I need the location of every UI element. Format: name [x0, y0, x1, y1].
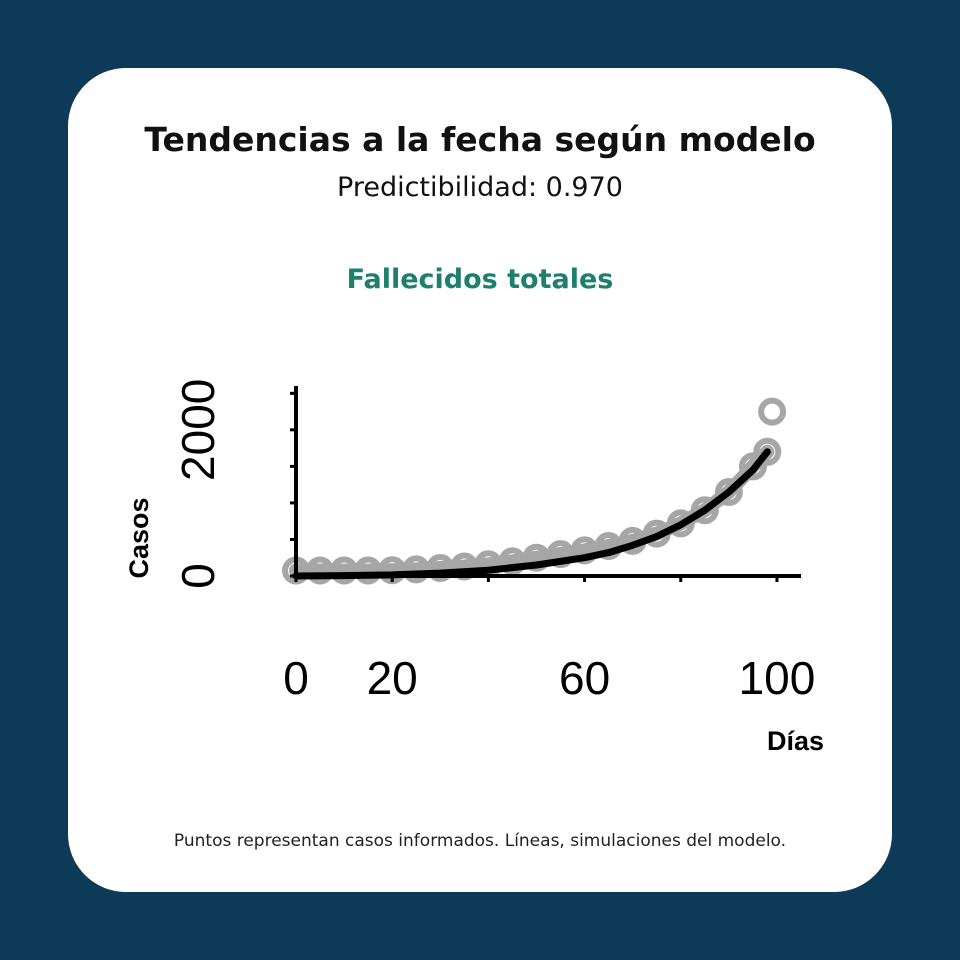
data-point: [690, 496, 719, 525]
data-point: [753, 437, 782, 466]
axes: 0 20 60 100 0 2000: [172, 379, 815, 704]
y-tick-label: 0: [172, 563, 224, 589]
y-tick-label: 2000: [172, 379, 224, 481]
data-point: [714, 478, 743, 506]
y-axis-label: Casos: [124, 497, 154, 578]
data-point: [738, 452, 767, 481]
footnote: Puntos representan casos informados. Lín…: [173, 831, 787, 851]
page-title: Tendencias a la fecha según modelo: [144, 120, 816, 159]
chart-title: Fallecidos totales: [346, 264, 614, 295]
x-tick-label: 20: [367, 652, 418, 704]
x-tick-label: 60: [559, 652, 610, 704]
x-tick-label: 0: [283, 652, 309, 704]
chart-card: Tendencias a la fecha según modelo Predi…: [68, 68, 892, 892]
x-axis-label: Días: [767, 726, 824, 756]
deaths-chart: 0 20 60 100 0 2000 Casos Días: [124, 379, 824, 756]
x-tick-label: 100: [739, 652, 816, 704]
predictability-subtitle: Predictibilidad: 0.970: [337, 172, 623, 203]
data-point: [758, 397, 787, 426]
reported-points: [282, 397, 787, 585]
data-point: [666, 509, 695, 538]
